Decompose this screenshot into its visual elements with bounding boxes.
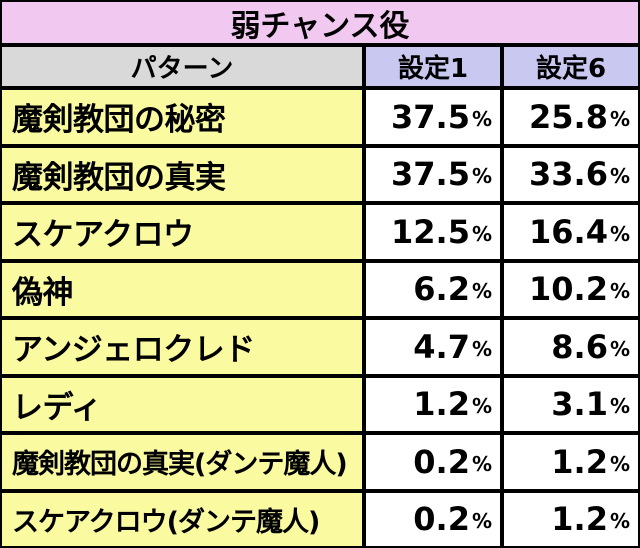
value-number: 0.2	[413, 500, 470, 539]
percent-sign: %	[471, 509, 492, 533]
row-value-setting-6: 33.6%	[502, 145, 640, 203]
header-setting-6: 設定6	[502, 45, 640, 88]
row-value-setting-1: 37.5%	[364, 88, 502, 146]
value-number: 10.2	[529, 270, 608, 309]
header-pattern: パターン	[0, 45, 364, 88]
value-number: 37.5	[391, 155, 470, 194]
row-name: スケアクロウ(ダンテ魔人)	[0, 490, 364, 548]
percent-sign: %	[609, 221, 630, 246]
value-number: 1.2	[551, 500, 608, 539]
row-value-setting-6: 16.4%	[502, 203, 640, 261]
value-number: 33.6	[529, 155, 608, 194]
percent-sign: %	[609, 509, 630, 533]
value-number: 0.2	[413, 442, 470, 481]
value-number: 3.1	[551, 385, 608, 424]
row-value-setting-1: 6.2%	[364, 260, 502, 318]
percent-sign: %	[471, 221, 492, 246]
header-setting-1: 設定1	[364, 45, 502, 88]
table-title: 弱チャンス役	[0, 0, 640, 45]
percent-sign: %	[471, 106, 492, 131]
value-number: 6.2	[413, 270, 470, 309]
row-name: 魔剣教団の真実	[0, 145, 364, 203]
row-name: スケアクロウ	[0, 203, 364, 261]
row-value-setting-1: 37.5%	[364, 145, 502, 203]
row-value-setting-1: 0.2%	[364, 490, 502, 548]
percent-sign: %	[471, 164, 492, 188]
row-value-setting-6: 1.2%	[502, 433, 640, 491]
row-name: 魔剣教団の秘密	[0, 88, 364, 146]
row-name: 偽神	[0, 260, 364, 318]
percent-sign: %	[609, 279, 630, 303]
value-number: 1.2	[413, 385, 470, 424]
value-number: 1.2	[551, 442, 608, 481]
row-value-setting-6: 1.2%	[502, 490, 640, 548]
value-number: 37.5	[391, 97, 470, 136]
value-number: 4.7	[413, 327, 470, 366]
row-value-setting-6: 10.2%	[502, 260, 640, 318]
percent-sign: %	[471, 451, 492, 476]
percent-sign: %	[471, 279, 492, 303]
percent-sign: %	[609, 394, 630, 418]
percent-sign: %	[471, 336, 492, 361]
row-value-setting-1: 12.5%	[364, 203, 502, 261]
percent-sign: %	[471, 394, 492, 418]
row-name: アンジェロクレド	[0, 318, 364, 376]
percent-sign: %	[609, 106, 630, 131]
percent-sign: %	[609, 164, 630, 188]
row-value-setting-6: 3.1%	[502, 375, 640, 433]
value-number: 16.4	[529, 212, 608, 251]
percent-sign: %	[609, 451, 630, 476]
value-number: 25.8	[529, 97, 608, 136]
value-number: 8.6	[551, 327, 608, 366]
row-value-setting-1: 0.2%	[364, 433, 502, 491]
value-number: 12.5	[391, 212, 470, 251]
row-value-setting-1: 1.2%	[364, 375, 502, 433]
row-name: 魔剣教団の真実(ダンテ魔人)	[0, 433, 364, 491]
row-value-setting-6: 25.8%	[502, 88, 640, 146]
row-name: レディ	[0, 375, 364, 433]
row-value-setting-6: 8.6%	[502, 318, 640, 376]
row-value-setting-1: 4.7%	[364, 318, 502, 376]
percent-sign: %	[609, 336, 630, 361]
